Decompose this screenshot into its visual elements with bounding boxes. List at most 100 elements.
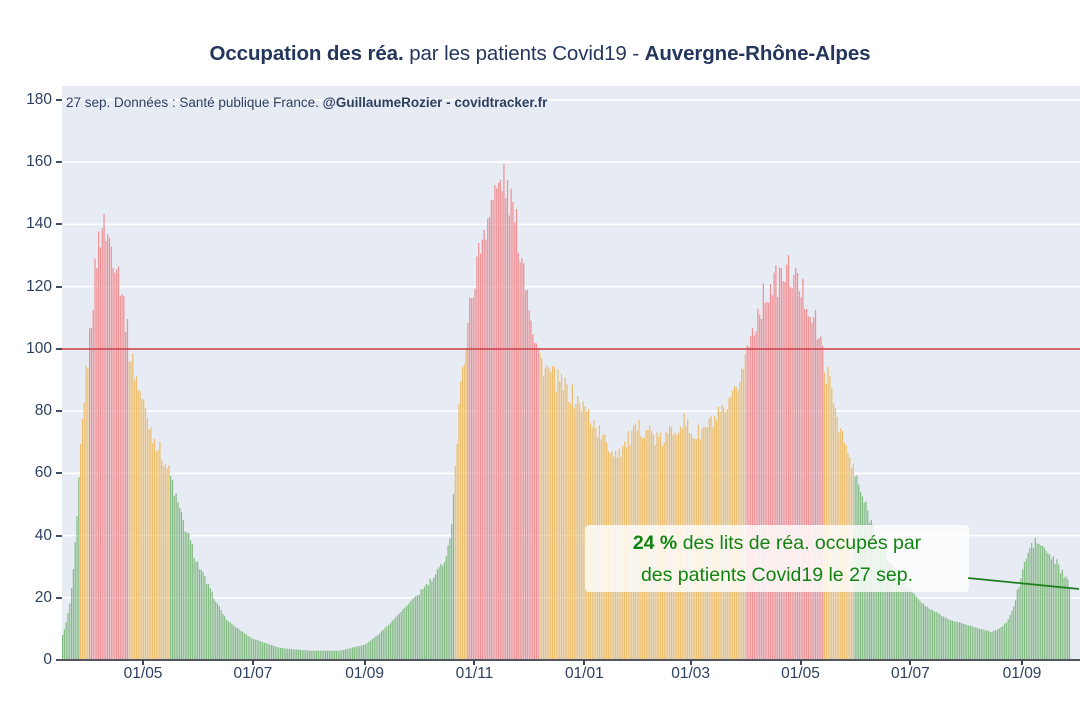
daily-bar <box>1000 627 1002 660</box>
daily-bar <box>186 532 188 660</box>
daily-bar <box>944 617 946 660</box>
annotation-pointer-line <box>967 577 1080 590</box>
daily-bar <box>461 367 464 660</box>
daily-bar <box>299 649 302 660</box>
daily-bar <box>162 466 165 660</box>
daily-bar <box>438 567 440 660</box>
daily-bar <box>822 345 824 660</box>
daily-bar <box>1029 547 1031 660</box>
daily-bar <box>941 615 943 660</box>
daily-bar <box>876 539 878 660</box>
daily-bar <box>243 633 246 660</box>
daily-bar <box>328 650 330 660</box>
daily-bar <box>456 443 458 660</box>
daily-bar <box>71 588 73 660</box>
daily-bar <box>1005 622 1008 660</box>
daily-bar <box>476 256 478 660</box>
daily-bar <box>125 332 127 660</box>
daily-bar <box>1011 610 1013 660</box>
daily-bar <box>512 202 514 660</box>
daily-bar <box>892 566 894 660</box>
daily-bar <box>157 449 159 660</box>
daily-bar <box>948 619 950 660</box>
daily-bar <box>429 578 431 660</box>
daily-bar <box>915 597 918 660</box>
daily-bar <box>224 616 226 660</box>
daily-bar <box>551 366 554 660</box>
daily-bar <box>568 401 570 660</box>
daily-bar <box>890 562 892 660</box>
daily-bar <box>141 399 143 660</box>
daily-bar <box>465 349 467 660</box>
daily-bar <box>971 626 973 660</box>
daily-bar <box>795 267 797 660</box>
daily-bar <box>67 613 69 660</box>
daily-bar <box>384 627 386 660</box>
daily-bar <box>184 531 186 660</box>
daily-bar <box>895 569 898 660</box>
daily-bar <box>969 625 972 660</box>
daily-bar <box>883 546 885 660</box>
daily-bar <box>578 403 581 660</box>
daily-bar <box>569 403 572 660</box>
annotation-line2: des patients Covid19 le 27 sep. <box>640 564 914 586</box>
daily-bar <box>751 327 754 660</box>
daily-bar <box>83 402 85 660</box>
daily-bar <box>977 628 979 660</box>
daily-bar <box>539 352 541 660</box>
daily-bar <box>524 290 527 660</box>
daily-bar <box>924 606 927 660</box>
x-tick-mark <box>142 660 145 665</box>
title-region: Auvergne-Rhône-Alpes <box>644 42 871 65</box>
daily-bar <box>742 369 745 660</box>
daily-bar <box>499 179 501 660</box>
daily-bar <box>94 258 96 660</box>
annotation-box: 24 % des lits de réa. occupés par des pa… <box>585 525 969 592</box>
y-tick-label: 20 <box>34 588 52 606</box>
daily-bar <box>89 328 91 660</box>
daily-bar <box>1004 623 1006 660</box>
daily-bar <box>366 643 368 660</box>
daily-bar <box>874 535 876 660</box>
daily-bar <box>463 364 465 660</box>
daily-bar <box>346 648 348 660</box>
daily-bar <box>759 314 761 660</box>
daily-bar <box>894 571 896 660</box>
daily-bar <box>526 289 528 660</box>
daily-bar <box>805 308 808 660</box>
daily-bar <box>904 585 907 660</box>
daily-bar <box>171 480 174 660</box>
daily-bar <box>314 650 316 660</box>
daily-bar <box>454 465 456 660</box>
daily-bar <box>92 310 94 660</box>
daily-bar <box>521 258 523 660</box>
daily-bar <box>986 630 988 660</box>
y-tick-label: 60 <box>34 464 52 482</box>
daily-bar <box>332 650 334 660</box>
daily-bar <box>254 639 256 660</box>
daily-bar <box>825 383 827 660</box>
daily-bar <box>252 638 255 660</box>
x-tick-mark <box>251 660 254 665</box>
daily-bar <box>119 296 121 660</box>
daily-bar <box>483 229 485 660</box>
daily-bar <box>245 634 247 660</box>
daily-bar <box>508 215 510 660</box>
daily-bar <box>222 614 224 660</box>
daily-bar <box>811 322 813 660</box>
daily-bar <box>231 623 233 660</box>
daily-bar <box>303 650 305 660</box>
daily-bar <box>478 243 480 660</box>
daily-bar <box>501 191 503 660</box>
daily-bar <box>126 318 129 660</box>
daily-bar <box>206 584 208 660</box>
daily-bar <box>760 319 763 660</box>
daily-bar <box>175 493 177 660</box>
daily-bar <box>148 429 150 660</box>
daily-bar <box>921 603 923 660</box>
daily-bar <box>814 310 817 660</box>
daily-bar <box>1018 587 1020 660</box>
daily-bar <box>827 366 829 660</box>
daily-bar <box>537 348 539 660</box>
daily-bar <box>447 545 449 660</box>
